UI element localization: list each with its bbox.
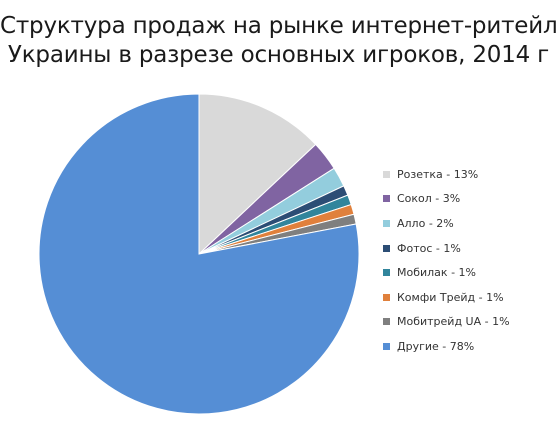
chart-title-line-2: Украины в разрезе основных игроков, 2014… [7,42,550,68]
legend-label-rozetka: Розетка - 13% [397,167,479,181]
legend-item-rozetka: Розетка - 13% [383,162,510,187]
legend-item-mobitreid-ua: Мобитрейд UA - 1% [383,310,510,335]
legend-swatch-rozetka [383,170,390,178]
legend-item-drugie: Другие - 78% [383,334,510,359]
legend-label-mobilak: Мобилак - 1% [397,266,476,280]
legend: Розетка - 13% Сокол - 3% Алло - 2% Фотос… [383,162,510,359]
legend-swatch-mobilak [383,269,390,277]
legend-item-allo: Алло - 2% [383,211,510,236]
legend-label-sokol: Сокол - 3% [397,192,461,206]
legend-swatch-komfi-treid [383,293,390,301]
legend-swatch-mobitreid-ua [383,318,390,326]
chart-title: Структура продаж на рынке интернет-ритей… [0,12,557,70]
legend-label-fotos: Фотос - 1% [397,241,461,255]
legend-item-mobilak: Мобилак - 1% [383,260,510,285]
legend-item-komfi-treid: Комфи Трейд - 1% [383,285,510,310]
legend-swatch-fotos [383,244,390,252]
legend-item-fotos: Фотос - 1% [383,236,510,261]
legend-swatch-drugie [383,342,390,350]
legend-label-komfi-treid: Комфи Трейд - 1% [397,290,504,304]
legend-label-allo: Алло - 2% [397,216,454,230]
legend-label-drugie: Другие - 78% [397,339,475,353]
pie-slice-0 [198,93,317,256]
legend-swatch-sokol [383,195,390,203]
legend-item-sokol: Сокол - 3% [383,187,510,212]
legend-swatch-allo [383,219,390,227]
chart-title-line-1: Структура продаж на рынке интернет-ритей… [0,13,557,39]
legend-label-mobitreid-ua: Мобитрейд UA - 1% [397,315,510,329]
pie-slice-7 [38,93,360,415]
